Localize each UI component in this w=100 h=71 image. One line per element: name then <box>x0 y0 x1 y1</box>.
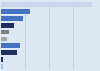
Bar <box>1 36 7 41</box>
Bar <box>1 9 30 14</box>
Bar <box>1 43 20 48</box>
Bar <box>1 64 2 69</box>
Bar <box>1 2 92 7</box>
Bar <box>1 16 23 21</box>
Bar <box>1 23 14 28</box>
Bar <box>1 50 17 55</box>
Bar <box>1 30 8 35</box>
Bar <box>1 57 3 62</box>
